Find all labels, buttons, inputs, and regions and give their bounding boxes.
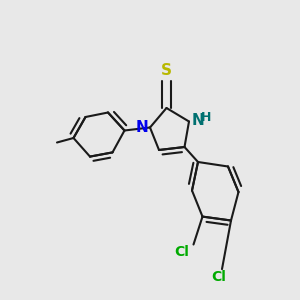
Text: Cl: Cl [174, 245, 189, 260]
Text: N: N [192, 113, 205, 128]
Text: N: N [135, 120, 148, 135]
Text: H: H [200, 111, 211, 124]
Text: S: S [161, 63, 172, 78]
Text: Cl: Cl [212, 270, 226, 284]
